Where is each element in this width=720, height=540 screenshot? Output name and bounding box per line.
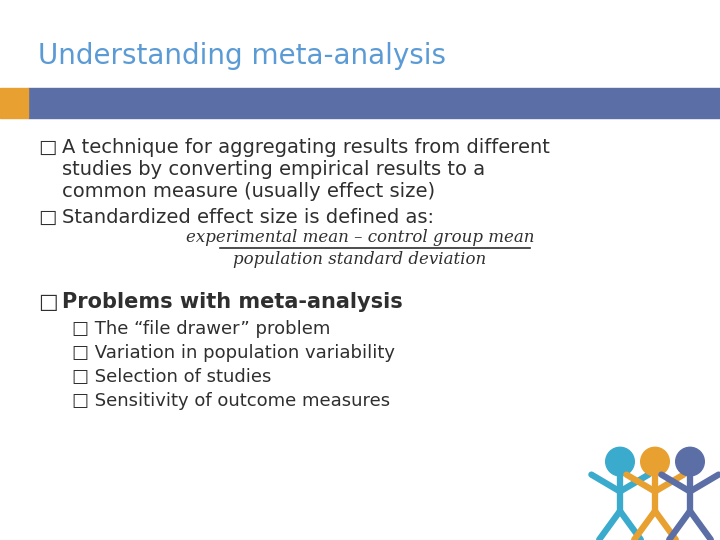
Text: □: □ xyxy=(38,292,58,312)
Circle shape xyxy=(606,447,634,476)
Text: □: □ xyxy=(38,208,56,227)
Text: □ Selection of studies: □ Selection of studies xyxy=(72,368,271,386)
Text: A technique for aggregating results from different: A technique for aggregating results from… xyxy=(62,138,550,157)
Text: common measure (usually effect size): common measure (usually effect size) xyxy=(62,182,435,201)
Bar xyxy=(0,88,28,118)
Text: population standard deviation: population standard deviation xyxy=(233,251,487,268)
Text: □: □ xyxy=(38,138,56,157)
Text: studies by converting empirical results to a: studies by converting empirical results … xyxy=(62,160,485,179)
Circle shape xyxy=(641,447,670,476)
Text: Standardized effect size is defined as:: Standardized effect size is defined as: xyxy=(62,208,434,227)
Text: □ The “file drawer” problem: □ The “file drawer” problem xyxy=(72,320,330,338)
Bar xyxy=(28,88,720,118)
Text: □ Sensitivity of outcome measures: □ Sensitivity of outcome measures xyxy=(72,392,390,410)
Text: Problems with meta-analysis: Problems with meta-analysis xyxy=(62,292,402,312)
Circle shape xyxy=(675,447,704,476)
Text: experimental mean – control group mean: experimental mean – control group mean xyxy=(186,229,534,246)
Text: Understanding meta-analysis: Understanding meta-analysis xyxy=(38,42,446,70)
Text: □ Variation in population variability: □ Variation in population variability xyxy=(72,344,395,362)
